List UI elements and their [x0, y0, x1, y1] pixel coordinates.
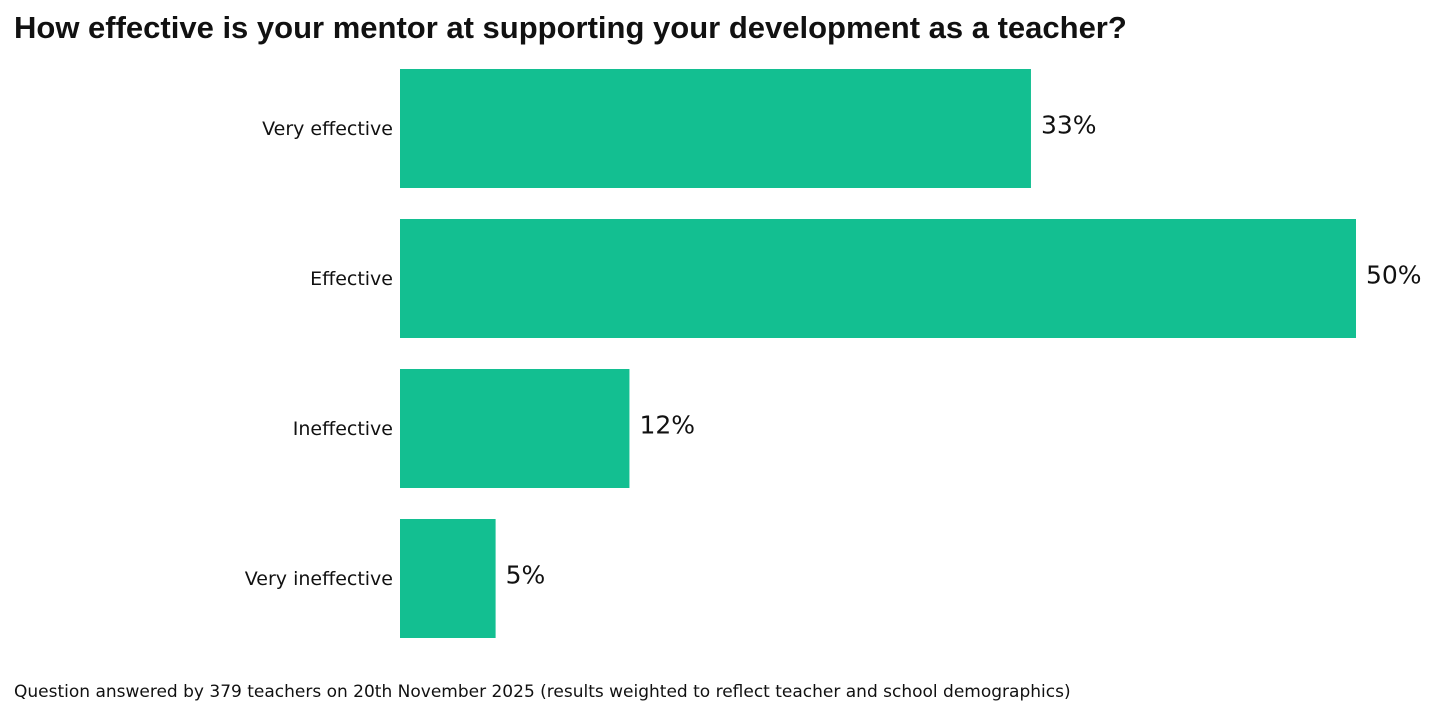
value-label: 33%	[1041, 111, 1097, 140]
bar	[400, 69, 1031, 188]
value-label: 12%	[639, 411, 695, 440]
footnote: Question answered by 379 teachers on 20t…	[14, 682, 1071, 702]
category-label: Effective	[310, 268, 393, 290]
value-label: 5%	[506, 561, 546, 590]
category-label: Ineffective	[293, 418, 393, 440]
bar	[400, 369, 630, 488]
category-label: Very ineffective	[245, 568, 393, 590]
category-label: Very effective	[262, 118, 393, 140]
chart-title: How effective is your mentor at supporti…	[14, 10, 1127, 45]
value-label: 50%	[1366, 261, 1422, 290]
bar	[400, 519, 496, 638]
bar	[400, 219, 1356, 338]
